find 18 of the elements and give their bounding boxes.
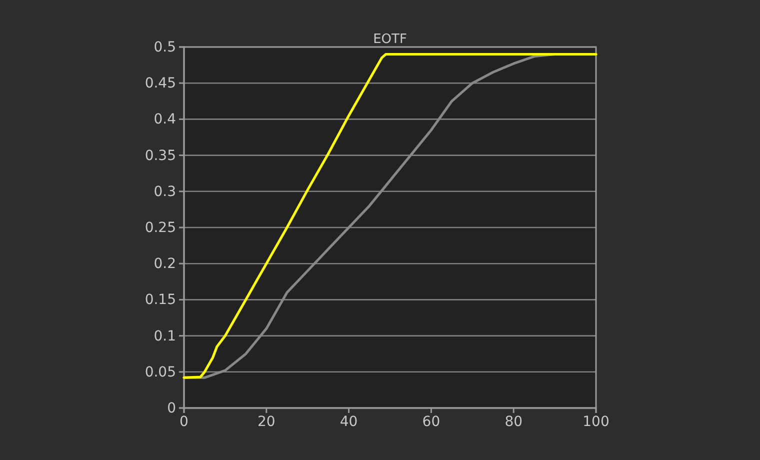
y-tick-label: 0.45 (144, 76, 176, 92)
x-tick-label: 80 (504, 414, 523, 430)
y-tick-label: 0.3 (154, 184, 176, 200)
y-tick-label: 0.35 (144, 148, 176, 164)
y-tick-label: 0.05 (144, 364, 176, 380)
y-tick-label: 0.25 (144, 220, 176, 236)
chart-title: EOTF (373, 32, 407, 47)
x-tick-label: 40 (340, 414, 358, 430)
y-tick-label: 0 (167, 400, 176, 416)
y-tick-label: 0.15 (144, 292, 176, 308)
x-tick-label: 20 (257, 414, 276, 430)
y-tick-label: 0.1 (154, 328, 176, 344)
y-tick-label: 0.4 (154, 112, 176, 128)
y-tick-label: 0.2 (154, 256, 176, 272)
x-tick-label: 60 (422, 414, 440, 430)
y-tick-label: 0.5 (154, 39, 176, 56)
x-tick-label: 0 (180, 414, 188, 430)
x-tick-label: 100 (582, 414, 610, 430)
